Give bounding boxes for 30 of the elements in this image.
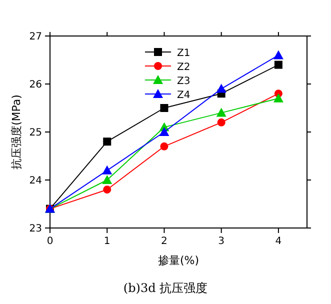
legend-label: Z4: [177, 90, 190, 101]
x-tick-label: 3: [218, 236, 225, 247]
text: (b)3d 抗压强度: [123, 281, 208, 295]
point: [102, 165, 112, 174]
y-tick-label: 23: [29, 224, 42, 234]
y-tick-label: 25: [29, 128, 42, 138]
point: [102, 175, 112, 184]
point: [216, 108, 226, 117]
y-tick-label: 27: [29, 32, 42, 42]
point: [216, 84, 226, 93]
point: [160, 142, 168, 150]
x-tick-label: 0: [46, 236, 54, 247]
point: [103, 186, 112, 194]
point: [217, 118, 226, 126]
x-tick-label: 2: [161, 236, 168, 247]
x-axis-title: 掺量(%): [158, 254, 200, 267]
point: [103, 138, 112, 146]
y-tick-label: 26: [29, 80, 42, 90]
point: [159, 127, 170, 136]
x-tick-label: 4: [275, 236, 282, 247]
point: [274, 60, 282, 69]
legend-label: Z3: [177, 76, 190, 87]
legend-label: Z1: [177, 48, 190, 59]
y-axis-title: 抗压强度(MPa): [10, 94, 23, 170]
point: [273, 50, 284, 60]
y-tick-label: 24: [29, 176, 42, 186]
x-tick-label: 1: [104, 236, 110, 247]
legend-label: Z2: [177, 62, 190, 73]
point: [160, 104, 168, 112]
point: [273, 93, 284, 102]
